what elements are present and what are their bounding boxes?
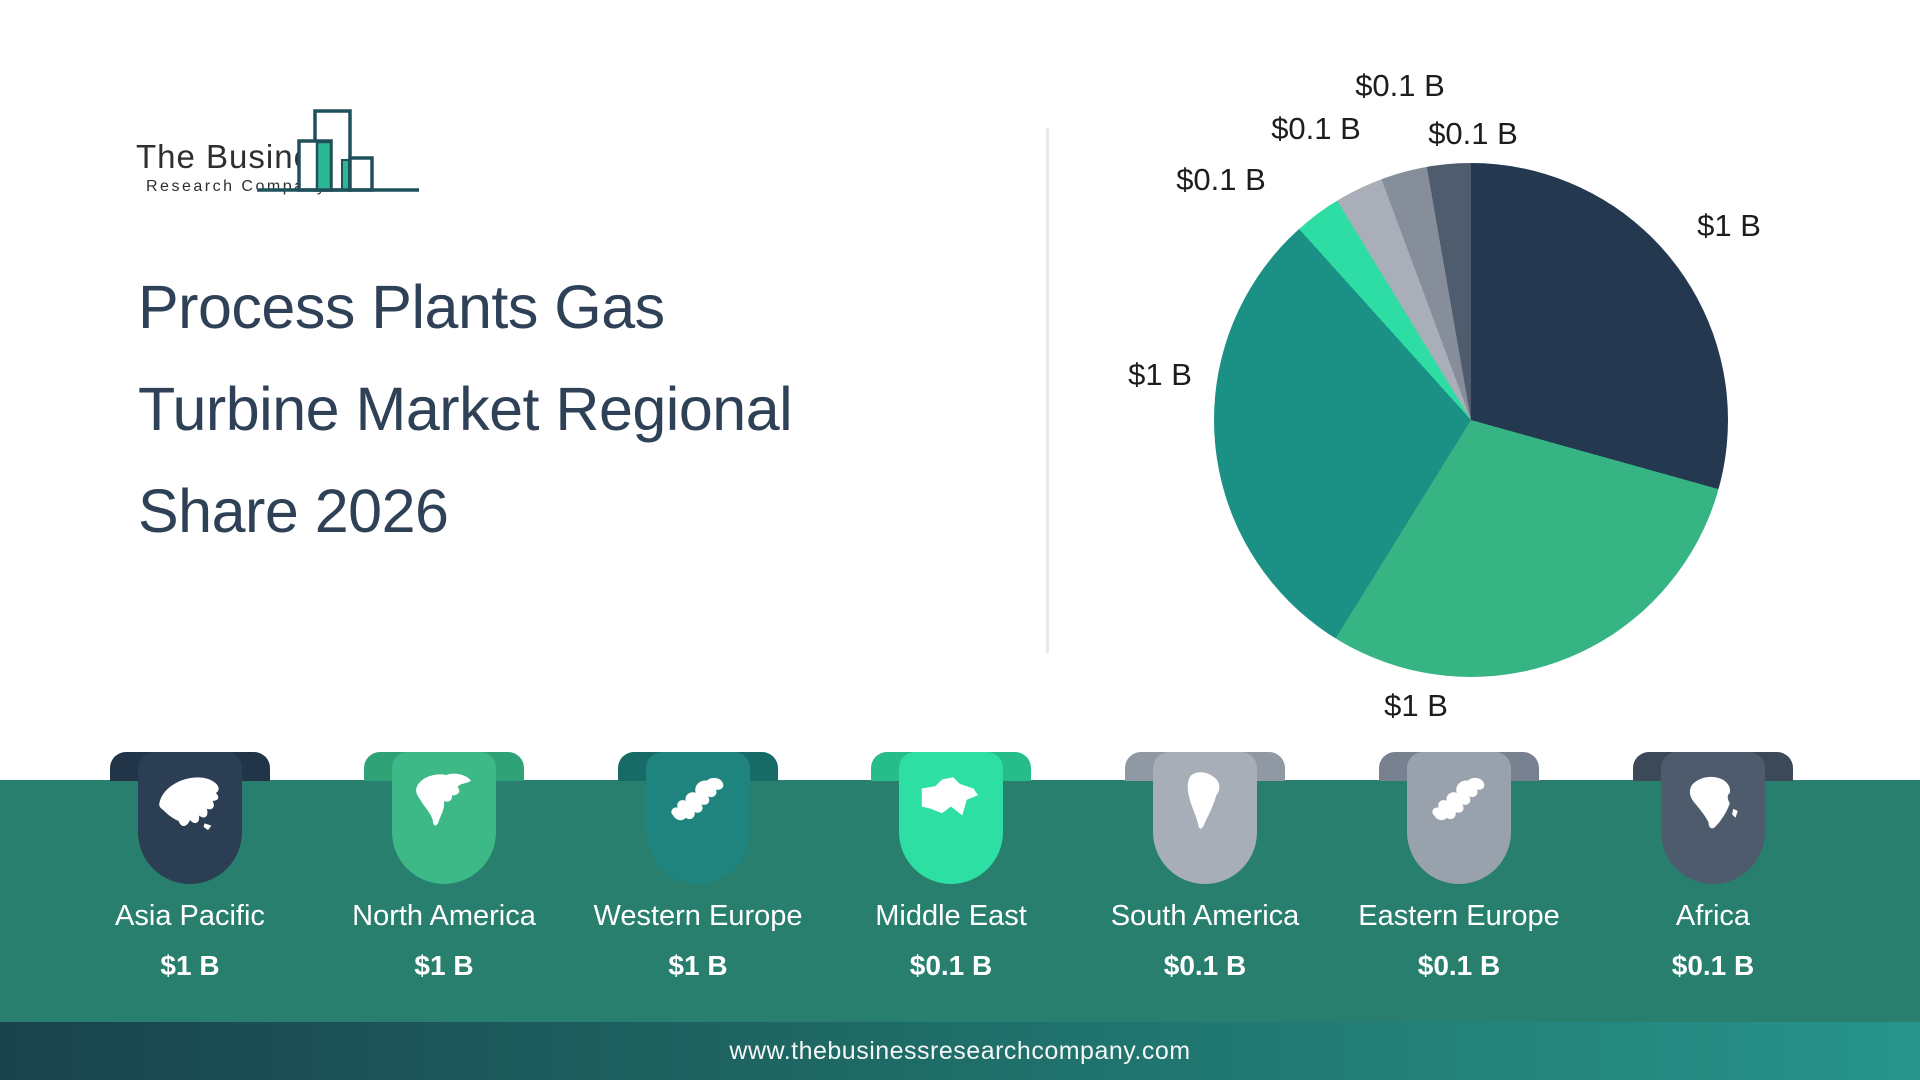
ribbon-banner bbox=[1661, 752, 1765, 884]
legend-region-label: Asia Pacific bbox=[115, 900, 265, 932]
footer-bar: www.thebusinessresearchcompany.com bbox=[0, 1022, 1920, 1080]
legend-item: Asia Pacific $1 B bbox=[63, 752, 317, 1002]
legend-region-label: Africa bbox=[1675, 900, 1751, 932]
legend-region-label: Eastern Europe bbox=[1358, 900, 1560, 932]
middle-east-map-icon bbox=[921, 777, 978, 816]
north-america-map-icon bbox=[416, 773, 471, 826]
ribbon-banner bbox=[1407, 752, 1511, 884]
pie-slice-label: $1 B bbox=[1128, 357, 1192, 392]
pie-slice-label: $0.1 B bbox=[1176, 162, 1266, 197]
pie-slice-label: $1 B bbox=[1697, 208, 1761, 243]
legend-region-value: $1 B bbox=[668, 950, 728, 981]
legend-region-value: $0.1 B bbox=[1163, 950, 1247, 981]
legend-region-label: Middle East bbox=[875, 900, 1027, 932]
legend-region-label: Western Europe bbox=[593, 900, 803, 932]
page-title: Process Plants Gas Turbine Market Region… bbox=[138, 256, 793, 562]
brand-bars-icon bbox=[257, 109, 419, 192]
legend-region-label: South America bbox=[1110, 900, 1300, 932]
western-europe-map-icon bbox=[671, 777, 724, 821]
page-title-line-3: Share 2026 bbox=[138, 477, 449, 545]
eastern-europe-map-icon bbox=[1432, 777, 1485, 821]
ribbon-banner bbox=[1153, 752, 1257, 884]
africa-map-icon bbox=[1689, 776, 1738, 829]
asia-map-icon bbox=[159, 777, 219, 831]
ribbon-banner bbox=[392, 752, 496, 884]
ribbon-banner bbox=[646, 752, 750, 884]
legend-region-label: North America bbox=[352, 900, 536, 932]
regional-share-pie-chart bbox=[1214, 163, 1728, 677]
legend-region-value: $1 B bbox=[160, 950, 220, 981]
legend-region-value: $1 B bbox=[414, 950, 474, 981]
ribbon-banner bbox=[138, 752, 242, 884]
ribbon-banner bbox=[899, 752, 1003, 884]
legend-item: South America $0.1 B bbox=[1078, 752, 1332, 1002]
legend-region-value: $0.1 B bbox=[909, 950, 993, 981]
pie-slice-label: $0.1 B bbox=[1428, 116, 1518, 151]
legend-item: Western Europe $1 B bbox=[571, 752, 825, 1002]
legend-item: Middle East $0.1 B bbox=[824, 752, 1078, 1002]
south-america-map-icon bbox=[1187, 772, 1220, 829]
vertical-divider bbox=[1046, 128, 1049, 653]
page-title-line-2: Turbine Market Regional bbox=[138, 375, 793, 443]
website-link[interactable]: www.thebusinessresearchcompany.com bbox=[729, 1036, 1191, 1065]
legend-item: Africa $0.1 B bbox=[1586, 752, 1840, 1002]
legend-region-value: $0.1 B bbox=[1671, 950, 1755, 981]
pie-slice-label: $0.1 B bbox=[1355, 68, 1445, 103]
legend-region-value: $0.1 B bbox=[1417, 950, 1501, 981]
pie-slice-label: $0.1 B bbox=[1271, 111, 1361, 146]
legend-item: North America $1 B bbox=[317, 752, 571, 1002]
legend-item: Eastern Europe $0.1 B bbox=[1332, 752, 1586, 1002]
pie-slice-label: $1 B bbox=[1384, 688, 1448, 723]
page-title-line-1: Process Plants Gas bbox=[138, 273, 665, 341]
